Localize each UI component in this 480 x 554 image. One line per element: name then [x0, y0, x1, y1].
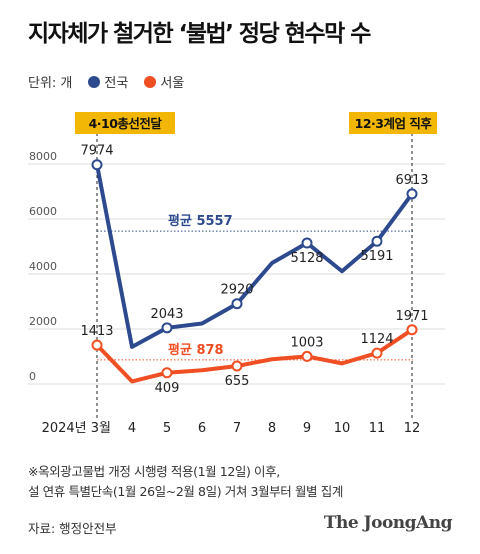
x-tick-label: 2024년 3월 — [42, 421, 111, 436]
x-tick-label: 10 — [334, 421, 351, 436]
data-point — [301, 350, 313, 362]
annotation-badge — [75, 112, 175, 134]
x-tick-label: 8 — [268, 421, 276, 436]
legend-dot-seoul — [144, 75, 157, 88]
data-point — [371, 347, 383, 359]
annotation-label: 12·3계엄 직후 — [355, 116, 433, 131]
legend-label-national: 전국 — [104, 76, 129, 91]
data-label: 1124 — [360, 332, 393, 347]
unit-label: 단위: 개 — [28, 76, 73, 91]
data-point — [91, 159, 103, 171]
annotation-label: 4·10총선전달 — [89, 116, 163, 131]
x-tick-label: 6 — [198, 421, 206, 436]
footnote-line-2: 설 연휴 특별단속(1월 26일~2월 8일) 거쳐 3월부터 월별 집계 — [28, 484, 343, 499]
data-point — [406, 188, 418, 200]
legend-dot-national — [88, 75, 101, 88]
chart-title: 지자체가 철거한 ‘불법’ 정당 현수막 수 — [28, 21, 371, 47]
x-tick-label: 7 — [233, 421, 241, 436]
data-label: 2043 — [150, 307, 183, 322]
data-label: 6913 — [395, 173, 428, 188]
data-label: 655 — [225, 374, 250, 389]
data-label: 409 — [155, 381, 180, 396]
average-label-0: 평균 5557 — [168, 213, 233, 229]
y-tick-label: 4000 — [29, 260, 57, 273]
source-text: 자료: 행정안전부 — [28, 521, 117, 536]
y-tick-label: 2000 — [29, 315, 57, 328]
data-point — [406, 324, 418, 336]
x-tick-label: 9 — [303, 421, 311, 436]
brand-logo: The JoongAng — [323, 513, 453, 533]
average-label-1: 평균 878 — [168, 342, 224, 358]
data-point — [371, 235, 383, 247]
data-point — [91, 339, 103, 351]
data-point — [231, 298, 243, 310]
legend-label-seoul: 서울 — [160, 76, 185, 91]
x-tick-label: 5 — [163, 421, 171, 436]
data-point — [161, 367, 173, 379]
legend-item-national: 전국 — [88, 72, 128, 91]
data-label: 2920 — [220, 283, 253, 298]
data-point — [161, 322, 173, 334]
data-label: 5191 — [360, 249, 393, 264]
series-line-national — [95, 162, 414, 349]
legend: 단위: 개 전국 서울 — [28, 72, 200, 91]
y-tick-label: 6000 — [29, 205, 57, 218]
x-tick-label: 11 — [369, 421, 386, 436]
x-tick-label: 12 — [404, 421, 421, 436]
data-label: 1971 — [395, 309, 428, 324]
average-label-bg — [164, 340, 236, 358]
data-label: 1003 — [290, 335, 323, 350]
legend-item-seoul: 서울 — [144, 72, 184, 91]
annotation-badge — [349, 112, 437, 134]
y-tick-label: 8000 — [29, 150, 57, 163]
x-tick-label: 4 — [128, 421, 136, 436]
footnote: ※옥외광고물법 개정 시행령 적용(1월 12일) 이후, 설 연휴 특별단속(… — [28, 462, 343, 502]
y-tick-label: 0 — [29, 370, 36, 383]
series-line-seoul — [95, 327, 414, 384]
data-label: 1413 — [80, 324, 113, 339]
data-point — [231, 360, 243, 372]
data-point — [301, 237, 313, 249]
data-label: 5128 — [290, 251, 323, 266]
data-label: 7974 — [80, 144, 113, 159]
footnote-line-1: ※옥외광고물법 개정 시행령 적용(1월 12일) 이후, — [28, 464, 280, 479]
